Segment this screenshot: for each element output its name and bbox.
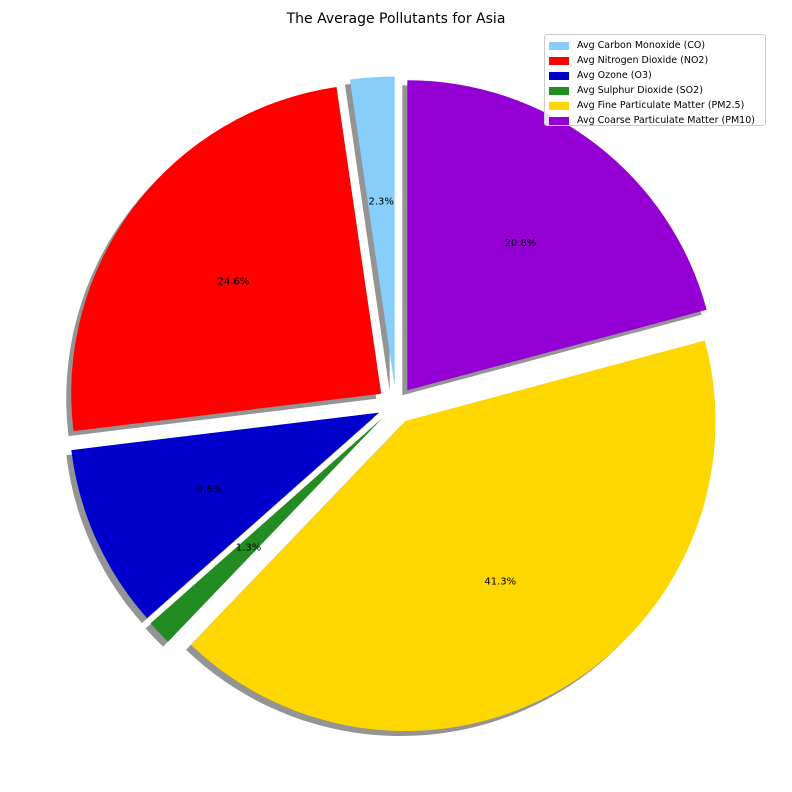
legend-label: Avg Coarse Particulate Matter (PM10) bbox=[577, 115, 755, 126]
pie-labels: 2.3% 24.6% 9.6% 1.3% 41.3% 20.8% bbox=[197, 196, 537, 587]
slice-label-avg-fine-particulate-matter-pm2-5: 41.3% bbox=[484, 577, 516, 588]
legend-label: Avg Ozone (O3) bbox=[577, 70, 652, 81]
pie-slices bbox=[71, 76, 716, 732]
slice-avg-nitrogen-dioxide-no2 bbox=[71, 86, 382, 432]
legend-label: Avg Carbon Monoxide (CO) bbox=[577, 40, 706, 51]
chart-title: The Average Pollutants for Asia bbox=[286, 11, 506, 27]
slice-label-avg-coarse-particulate-matter-pm10: 20.8% bbox=[505, 238, 537, 249]
legend-swatch bbox=[549, 56, 569, 65]
legend: Avg Carbon Monoxide (CO) Avg Nitrogen Dio… bbox=[544, 34, 766, 126]
slice-avg-fine-particulate-matter-pm2-5 bbox=[190, 340, 716, 732]
legend-swatch bbox=[549, 41, 569, 50]
legend-item-avg-fine-particulate-matter-pm2-5: Avg Fine Particulate Matter (PM2.5) bbox=[549, 98, 761, 113]
slice-label-avg-sulphur-dioxide-so2: 1.3% bbox=[236, 542, 261, 553]
legend-swatch bbox=[549, 101, 569, 110]
legend-label: Avg Sulphur Dioxide (SO2) bbox=[577, 85, 703, 96]
legend-item-avg-coarse-particulate-matter-pm10: Avg Coarse Particulate Matter (PM10) bbox=[549, 113, 761, 128]
legend-swatch bbox=[549, 71, 569, 80]
legend-item-avg-nitrogen-dioxide-no2: Avg Nitrogen Dioxide (NO2) bbox=[549, 53, 761, 68]
slice-avg-carbon-monoxide-co bbox=[349, 76, 395, 387]
legend-swatch bbox=[549, 116, 569, 125]
legend-label: Avg Fine Particulate Matter (PM2.5) bbox=[577, 100, 745, 111]
slice-label-avg-carbon-monoxide-co: 2.3% bbox=[369, 196, 394, 207]
slice-avg-ozone-o3 bbox=[71, 412, 380, 619]
slice-avg-coarse-particulate-matter-pm10 bbox=[407, 80, 707, 391]
slice-label-avg-ozone-o3: 9.6% bbox=[197, 484, 222, 495]
legend-label: Avg Nitrogen Dioxide (NO2) bbox=[577, 55, 709, 66]
legend-item-avg-ozone-o3: Avg Ozone (O3) bbox=[549, 68, 761, 83]
slice-avg-sulphur-dioxide-so2 bbox=[150, 417, 383, 642]
legend-item-avg-sulphur-dioxide-so2: Avg Sulphur Dioxide (SO2) bbox=[549, 83, 761, 98]
legend-item-avg-carbon-monoxide-co: Avg Carbon Monoxide (CO) bbox=[549, 38, 761, 53]
slice-label-avg-nitrogen-dioxide-no2: 24.6% bbox=[218, 276, 250, 287]
legend-swatch bbox=[549, 86, 569, 95]
